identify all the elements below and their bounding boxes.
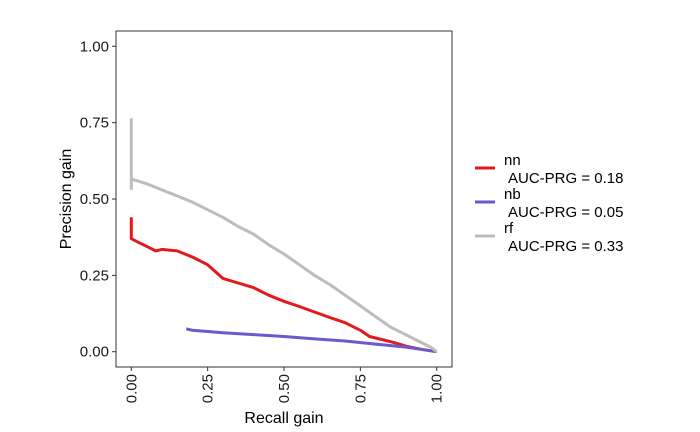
series-lines	[129, 118, 438, 354]
legend-label-nb: nb	[504, 186, 521, 203]
x-tick-label: 0.00	[123, 374, 140, 403]
series-line-rf	[129, 118, 438, 353]
y-axis: 0.00 0.25 0.50 0.75 1.00	[80, 38, 116, 361]
x-tick-label: 1.00	[429, 374, 446, 403]
y-tick-label: 0.25	[80, 267, 109, 284]
legend-auc-rf: AUC-PRG = 0.33	[508, 238, 623, 255]
legend-label-nn: nn	[504, 152, 521, 169]
y-tick-label: 0.00	[80, 344, 109, 361]
series-line-nb	[185, 327, 437, 354]
y-tick-label: 0.50	[80, 191, 109, 208]
y-tick-label: 1.00	[80, 38, 109, 55]
x-tick-label: 0.25	[200, 374, 217, 403]
series-line-nn	[129, 217, 437, 354]
y-axis-title: Precision gain	[58, 149, 75, 250]
x-tick-label: 0.50	[276, 374, 293, 403]
x-axis-title: Recall gain	[244, 410, 323, 427]
legend-auc-nb: AUC-PRG = 0.05	[508, 204, 623, 221]
x-tick-label: 0.75	[352, 374, 369, 403]
plot-panel	[115, 30, 453, 368]
legend-label-rf: rf	[504, 220, 514, 237]
x-axis: 0.00 0.25 0.50 0.75 1.00	[123, 367, 446, 403]
y-tick-label: 0.75	[80, 115, 109, 132]
legend-auc-nn: AUC-PRG = 0.18	[508, 170, 623, 187]
